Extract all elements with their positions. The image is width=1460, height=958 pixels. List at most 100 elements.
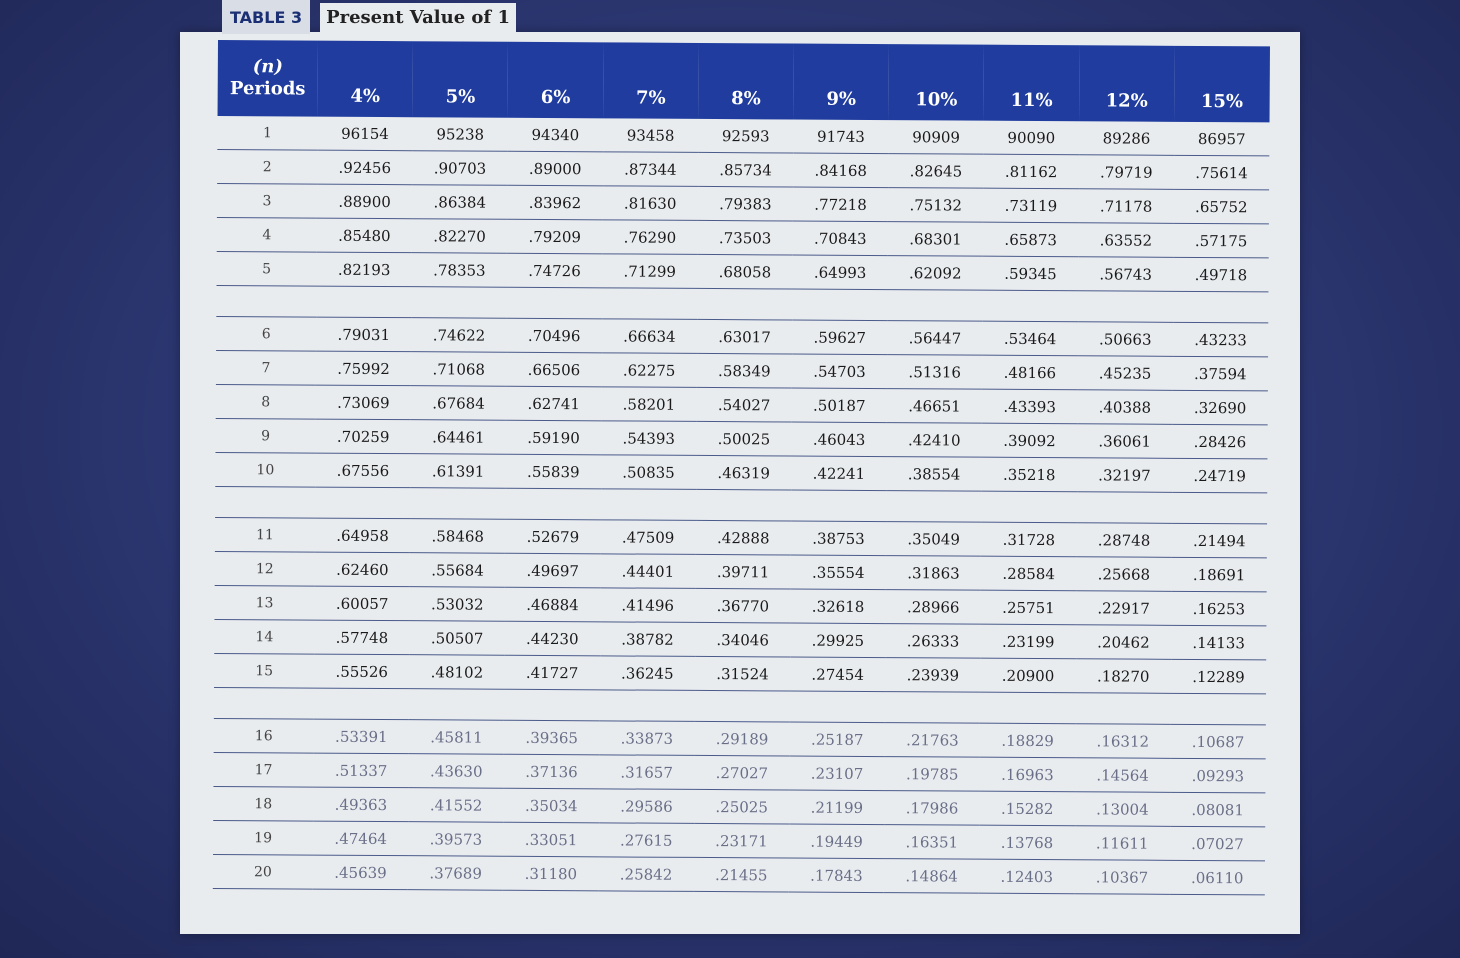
value-cell: .28584 [980, 556, 1077, 591]
value-cell: .74622 [411, 317, 507, 353]
period-cell: 19 [213, 820, 314, 856]
value-cell: .23107 [789, 756, 885, 791]
value-cell: .51337 [313, 753, 409, 788]
value-cell: .25187 [789, 722, 885, 757]
value-cell: 95238 [412, 117, 508, 152]
value-cell: .29925 [790, 623, 886, 658]
value-cell: .53464 [982, 321, 1078, 356]
value-cell: .58349 [696, 353, 793, 389]
value-cell: .81162 [983, 154, 1079, 189]
value-cell: .06110 [1169, 860, 1266, 895]
value-cell: .14564 [1074, 757, 1171, 793]
value-cell: .55684 [409, 552, 506, 588]
value-cell: .79383 [697, 186, 794, 222]
value-cell: .39092 [981, 423, 1078, 458]
value-cell: .24719 [1171, 458, 1268, 493]
value-cell: .88900 [316, 184, 413, 219]
period-cell: 6 [216, 316, 317, 352]
value-cell: .48102 [409, 654, 505, 690]
value-cell: .84168 [793, 153, 889, 188]
value-cell: 91743 [793, 119, 889, 154]
value-cell: .62741 [506, 386, 602, 421]
value-cell: .16963 [979, 757, 1076, 792]
value-cell: .74726 [506, 253, 603, 288]
value-cell: .58468 [410, 518, 506, 554]
value-cell: .31524 [694, 656, 791, 692]
value-cell: .50663 [1077, 321, 1173, 357]
value-cell: .17843 [788, 858, 885, 893]
value-cell: .50025 [696, 421, 792, 457]
value-cell: .35049 [885, 521, 982, 557]
period-cell: 20 [212, 854, 314, 890]
rate-header: 11% [983, 44, 1080, 122]
value-cell: .75132 [888, 187, 984, 223]
value-cell: .55839 [505, 454, 602, 489]
value-cell: .17986 [884, 790, 980, 826]
value-cell: .08081 [1169, 792, 1266, 827]
value-cell: .82193 [316, 252, 412, 287]
value-cell: .14133 [1170, 625, 1267, 660]
value-cell: .44401 [600, 553, 696, 589]
value-cell: .61391 [410, 453, 506, 489]
value-cell: .28966 [885, 589, 981, 625]
value-cell: .25842 [598, 856, 694, 892]
value-cell: .35218 [981, 457, 1077, 492]
value-cell: .71068 [411, 351, 507, 387]
value-cell: .26333 [885, 623, 981, 659]
period-cell: 13 [214, 585, 315, 621]
value-cell: 86957 [1174, 121, 1270, 156]
value-cell: .47464 [313, 821, 409, 856]
table-row: 20.45639.37689.31180.25842.21455.17843.1… [212, 854, 1266, 895]
value-cell: .27027 [694, 755, 790, 791]
value-cell: .10687 [1170, 724, 1266, 759]
value-cell: .50187 [791, 388, 888, 423]
value-cell: .16312 [1075, 723, 1171, 759]
value-cell: .85480 [316, 218, 413, 253]
period-cell: 2 [217, 149, 318, 185]
value-cell: .43393 [981, 389, 1078, 424]
value-cell: .29586 [598, 788, 695, 824]
value-cell: .35554 [790, 555, 886, 590]
value-cell: .20462 [1075, 624, 1172, 660]
value-cell: .92456 [317, 150, 413, 185]
value-cell: .18691 [1171, 557, 1267, 592]
value-cell: .89000 [507, 151, 603, 186]
value-cell: .25668 [1076, 556, 1172, 592]
value-cell: .36245 [599, 655, 695, 691]
value-cell: .28748 [1076, 522, 1172, 558]
value-cell: .79031 [316, 317, 412, 352]
value-cell: .44230 [504, 621, 601, 656]
value-cell: .49718 [1173, 257, 1269, 292]
value-cell: .50835 [600, 454, 697, 490]
value-cell: .28426 [1172, 424, 1268, 459]
value-cell: .57748 [314, 620, 410, 655]
value-cell: .66506 [506, 352, 602, 387]
value-cell: .34046 [694, 622, 791, 658]
value-cell: .45235 [1077, 355, 1173, 391]
value-cell: .71178 [1078, 188, 1174, 224]
value-cell: .45811 [408, 719, 505, 755]
value-cell: .38753 [790, 521, 887, 556]
value-cell: .16253 [1171, 591, 1267, 626]
period-cell: 11 [214, 517, 316, 553]
value-cell: .49697 [505, 553, 601, 588]
period-cell: 1 [217, 115, 318, 151]
value-cell: .59190 [505, 420, 602, 455]
value-cell: .18829 [979, 723, 1076, 758]
rate-header: 4% [317, 40, 414, 118]
value-cell: .12403 [979, 859, 1075, 894]
value-cell: .64958 [314, 518, 411, 553]
value-cell: .68058 [697, 254, 793, 290]
value-cell: .31180 [503, 856, 599, 891]
value-cell: .27454 [789, 657, 886, 692]
value-cell: .39365 [504, 720, 600, 755]
value-cell: .10367 [1074, 859, 1170, 895]
value-cell: .50507 [409, 620, 505, 656]
value-cell: .64461 [410, 419, 507, 455]
value-cell: .73503 [697, 220, 793, 256]
value-cell: .59627 [792, 320, 888, 355]
value-cell: .35034 [503, 788, 599, 823]
value-cell: .66634 [601, 318, 698, 354]
value-cell: .13004 [1074, 791, 1171, 827]
value-cell: .54393 [601, 420, 697, 456]
